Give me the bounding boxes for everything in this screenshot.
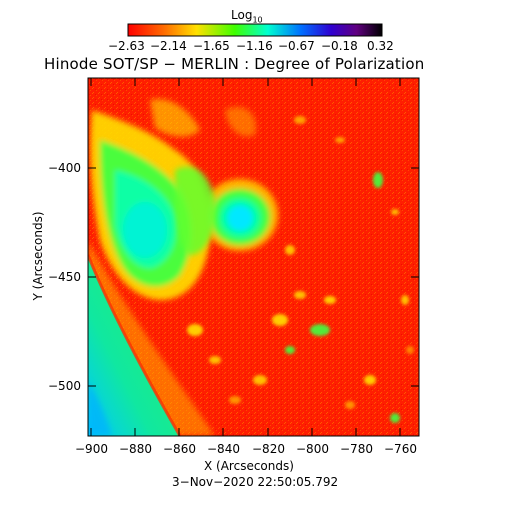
colorbar-tick: −1.65 xyxy=(193,39,230,53)
x-tick-label: −900 xyxy=(75,442,108,456)
x-tick-label: −800 xyxy=(296,442,329,456)
x-tick-label: −880 xyxy=(119,442,152,456)
y-axis-label: Y (Arcseconds) xyxy=(31,211,45,301)
x-tick-label: −860 xyxy=(163,442,196,456)
polarization-map xyxy=(88,78,419,436)
x-tick-label: −760 xyxy=(384,442,417,456)
x-tick-label: −820 xyxy=(252,442,285,456)
timestamp: 3−Nov−2020 22:50:05.792 xyxy=(172,475,339,489)
y-tick-marks xyxy=(88,167,419,387)
y-tick-label: −500 xyxy=(48,379,81,393)
colorbar-label: Log10 xyxy=(231,9,263,26)
colorbar-label-subscript: 10 xyxy=(252,15,263,25)
colorbar-tick: −2.14 xyxy=(150,39,187,53)
y-tick-label: −400 xyxy=(48,161,81,175)
colorbar-tick: −0.18 xyxy=(321,39,358,53)
colorbar xyxy=(127,23,383,37)
y-tick-label: −450 xyxy=(48,270,81,284)
colorbar-tick: 0.32 xyxy=(367,39,394,53)
plot-title: Hinode SOT/SP − MERLIN : Degree of Polar… xyxy=(44,55,425,73)
plot-frame xyxy=(87,77,420,437)
x-tick-label: −840 xyxy=(207,442,240,456)
colorbar-tick: −1.16 xyxy=(236,39,273,53)
x-tick-label: −780 xyxy=(340,442,373,456)
x-tick-marks xyxy=(90,78,401,436)
colorbar-tick: −2.63 xyxy=(108,39,145,53)
colorbar-tick: −0.67 xyxy=(278,39,315,53)
colorbar-label-base: Log xyxy=(231,8,253,22)
x-axis-label: X (Arcseconds) xyxy=(204,459,294,473)
